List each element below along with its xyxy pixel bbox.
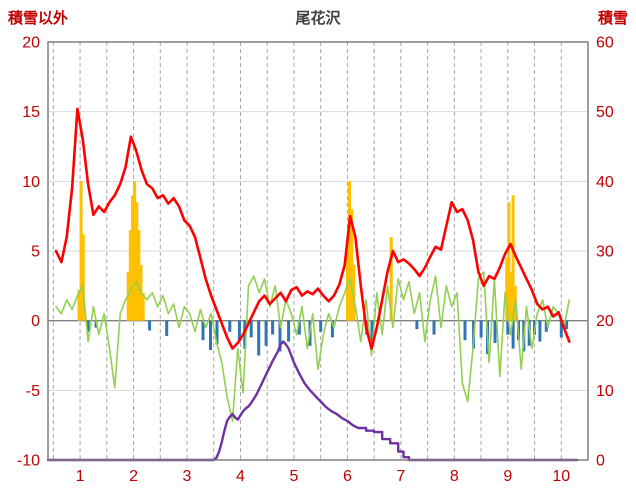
svg-text:5: 5 [289,468,298,485]
purple-snow-depth-line [46,340,579,462]
svg-text:2: 2 [129,468,138,485]
green-line [55,271,571,422]
svg-text:3: 3 [183,468,192,485]
svg-text:5: 5 [31,244,40,261]
svg-text:20: 20 [22,35,40,52]
svg-text:15: 15 [22,104,40,121]
right-axis-tick-labels: 60 50 40 30 20 10 0 [596,35,614,470]
left-axis-tick-labels: 20 15 10 5 0 -5 -10 [17,35,40,470]
chart-title: 尾花沢 [295,10,341,27]
svg-text:8: 8 [450,468,459,485]
svg-text:-5: -5 [26,383,40,400]
svg-text:10: 10 [596,383,614,400]
right-axis-title: 積雪 [597,10,628,27]
svg-text:4: 4 [236,468,245,485]
svg-text:40: 40 [596,174,614,191]
svg-text:20: 20 [596,313,614,330]
red-line [54,107,571,350]
svg-text:60: 60 [596,35,614,52]
svg-text:9: 9 [503,468,512,485]
svg-text:0: 0 [31,313,40,330]
svg-text:10: 10 [22,174,40,191]
svg-text:50: 50 [596,104,614,121]
horizontal-gridlines [48,111,588,391]
svg-text:6: 6 [343,468,352,485]
svg-text:1: 1 [76,468,85,485]
x-axis-tick-labels: 1 2 3 4 5 6 7 8 9 10 [76,468,571,485]
svg-text:0: 0 [596,453,605,470]
svg-text:10: 10 [552,468,570,485]
plot-border [47,41,589,461]
left-axis-title: 積雪以外 [8,10,69,27]
svg-text:7: 7 [396,468,405,485]
svg-text:30: 30 [596,244,614,261]
blue-bars [86,320,569,356]
svg-text:-10: -10 [17,453,40,470]
